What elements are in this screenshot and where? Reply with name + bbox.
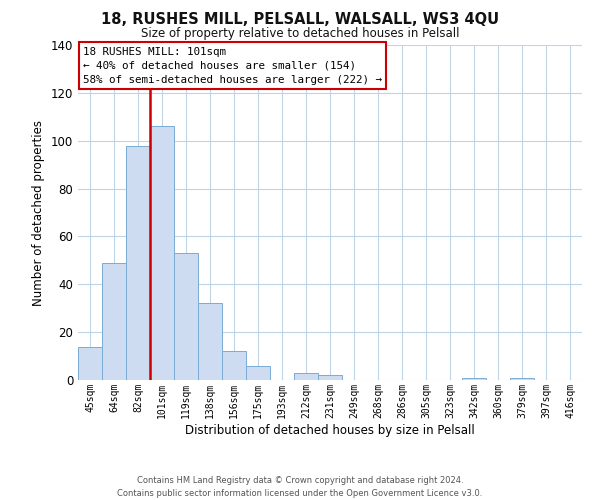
- Bar: [174, 253, 198, 380]
- Text: Contains HM Land Registry data © Crown copyright and database right 2024.
Contai: Contains HM Land Registry data © Crown c…: [118, 476, 482, 498]
- Bar: [198, 304, 222, 380]
- Bar: [462, 378, 486, 380]
- Bar: [78, 346, 102, 380]
- Bar: [318, 375, 342, 380]
- Bar: [150, 126, 174, 380]
- Bar: [294, 373, 318, 380]
- Text: 18, RUSHES MILL, PELSALL, WALSALL, WS3 4QU: 18, RUSHES MILL, PELSALL, WALSALL, WS3 4…: [101, 12, 499, 28]
- X-axis label: Distribution of detached houses by size in Pelsall: Distribution of detached houses by size …: [185, 424, 475, 436]
- Text: 18 RUSHES MILL: 101sqm
← 40% of detached houses are smaller (154)
58% of semi-de: 18 RUSHES MILL: 101sqm ← 40% of detached…: [83, 46, 382, 84]
- Bar: [246, 366, 270, 380]
- Y-axis label: Number of detached properties: Number of detached properties: [32, 120, 45, 306]
- Text: Size of property relative to detached houses in Pelsall: Size of property relative to detached ho…: [141, 28, 459, 40]
- Bar: [102, 263, 126, 380]
- Bar: [222, 352, 246, 380]
- Bar: [126, 146, 150, 380]
- Bar: [510, 378, 534, 380]
